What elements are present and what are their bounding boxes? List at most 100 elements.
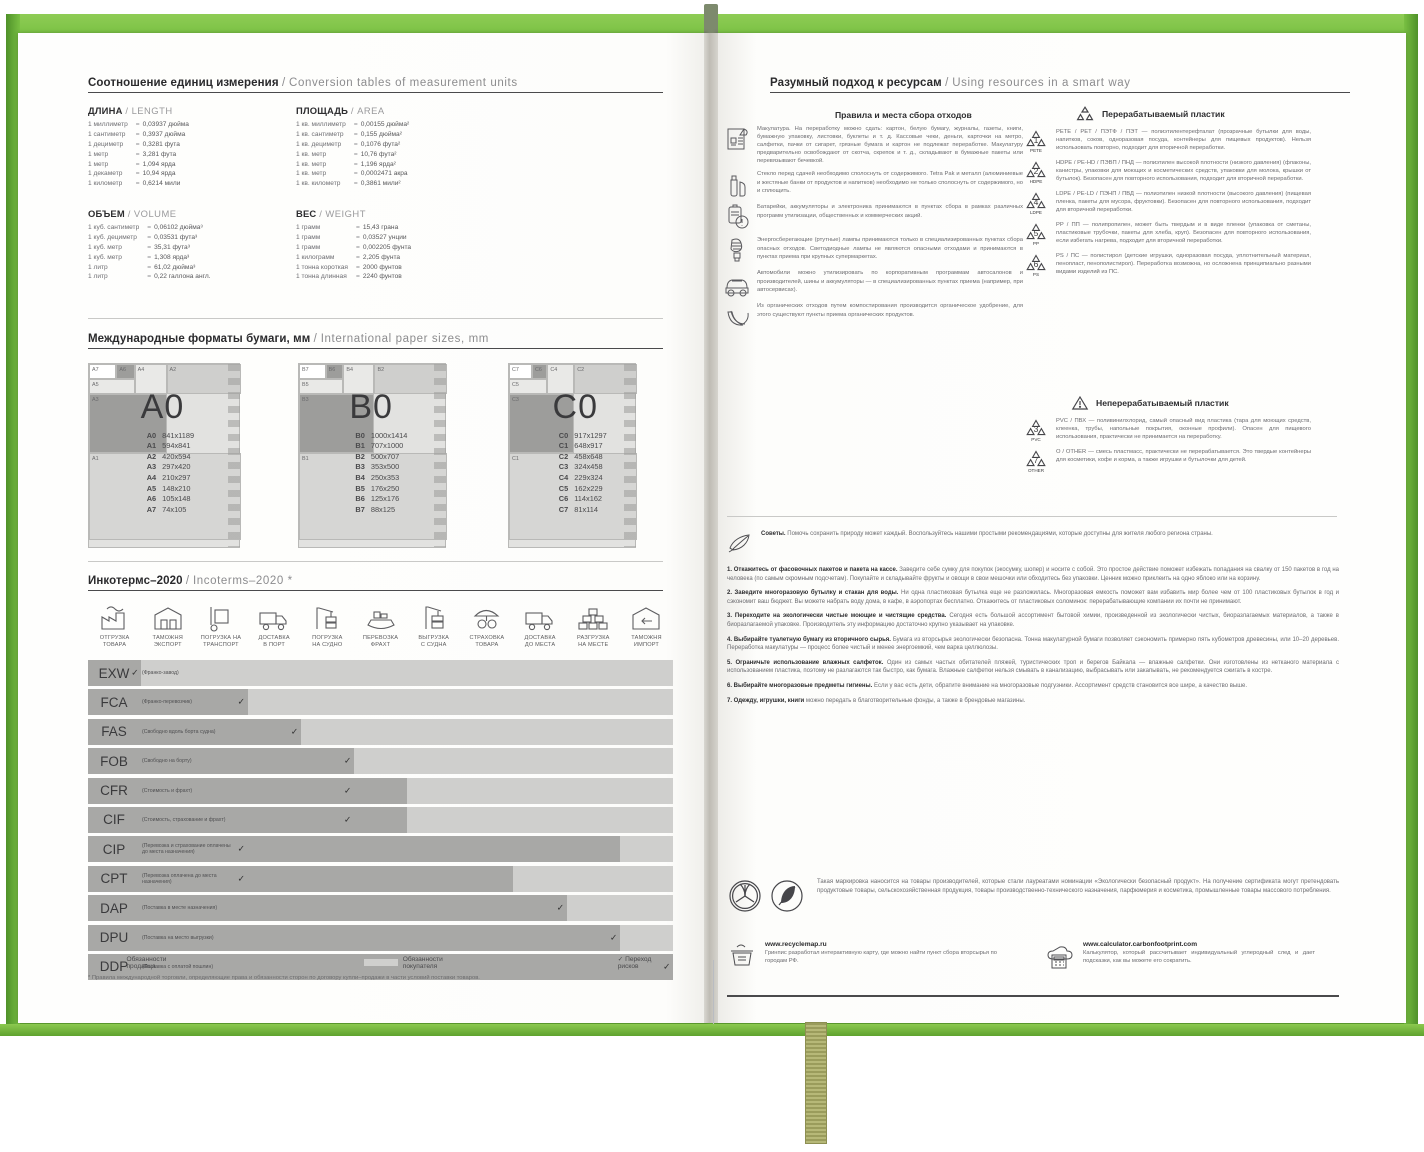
resource-link-block[interactable]: www.recyclemap.ru Гринпис разработал инте… [727,941,997,971]
paper-size-row: A5 148x210 [139,484,194,495]
incoterms-seller-bar [88,718,301,745]
incoterms-title-ru: Инкотермс–2020 [88,575,183,587]
incoterms-risk-tick: ✓ [609,932,618,943]
incoterms-stage-caption: ПЕРЕВОЗКА ФРАХТ [354,635,407,649]
paper-size-cell: C5 [509,378,548,394]
paper-size-value: 707x1000 [370,441,404,451]
recycle-triangle-icon: 3 PVC [1023,417,1049,443]
conversion-equals: = [147,273,152,281]
conversion-unit: 1 куб. дециметр [88,234,137,242]
left-page-title: Соотношение единиц измерения / Conversio… [88,77,663,93]
incoterms-buyer-bar [353,748,673,775]
paper-size-row: A6 105x148 [139,494,194,505]
paper-size-cell-label: C6 [535,367,542,373]
paper-size-row: B1 707x1000 [348,441,408,452]
incoterms-stage-line1: ВЫГРУЗКА [418,635,450,641]
tip-item: 6. Выбирайте многоразовые предметы гигие… [727,682,1339,691]
incoterms-stage-line1: ПЕРЕВОЗКА [362,635,399,641]
plastic-code-item: 5 PP PP / ПП — полипропилен, может быть тв… [1023,221,1311,247]
conversion-row: 1 литр = 0,22 галлона англ. [88,272,211,282]
paper-size-key: C7 [558,504,569,514]
paper-sizes-title: Международные форматы бумаги, мм / Inter… [88,333,663,349]
incoterms-code: CFR [100,783,128,799]
incoterms-stage-line2: В ПОРТ [263,642,286,648]
recyclable-plastics-list: 1 PETE PETE / PET / ПЭТФ / ПЭТ — полиэтиле… [1023,128,1311,283]
conversion-value: 10,76 фута² [360,150,397,158]
paper-size-key: A3 [146,462,157,472]
incoterms-stage: СТРАХОВКА ТОВАРА [460,603,513,649]
cover-left-edge [6,14,20,1034]
conversion-row: 1 кв. метр = 0,0002471 акра [296,169,409,179]
divider-right-1 [727,516,1337,517]
paper-size-row: A4 210x297 [139,473,194,484]
warning-triangle-icon [1071,395,1089,411]
conversion-row: 1 куб. сантиметр = 0,06102 дюйма³ [88,223,211,233]
calculator-cloud-icon [1045,941,1075,971]
bottles-icon [723,170,751,198]
paper-size-cell: B1 [299,452,447,540]
conversion-value: 0,06102 дюйма³ [154,224,203,232]
incoterms-stage-caption: ТАМОЖНЯ ИМПОРТ [620,635,673,649]
conversion-value: 0,3281 фута [142,140,180,148]
svg-text:1: 1 [1034,135,1039,145]
group-length: ДЛИНА / LENGTH 1 миллиметр = 0,03937 дюйма… [88,105,189,188]
conversion-row: 1 декаметр = 10,94 ярда [88,169,189,179]
incoterms-stage-caption: СТРАХОВКА ТОВАРА [460,635,513,649]
incoterms-row: FOB (Свободно на борту) ✓ [88,748,673,775]
conversion-value: 0,6214 мили [142,180,181,188]
incoterms-seller-bar [88,924,620,951]
incoterms-seller-bar [88,660,142,686]
resource-link-url[interactable]: www.recyclemap.ru [765,941,827,948]
plastic-code-text: LDPE / PE-LD / ПЭНП / ПВД — полиэтилен н… [1056,191,1311,214]
conversion-unit: 1 кв. метр [296,150,327,158]
lamp-icon [723,236,751,264]
plastic-code-text: PS / ПС — полистирол (детские игрушки, о… [1056,253,1311,276]
group-area-head: ПЛОЩАДЬ / AREA [296,105,409,116]
paper-size-value: 297x420 [162,462,191,472]
conversion-unit: 1 сантиметр [88,131,126,139]
incoterms-code: CIP [102,841,126,857]
left-title-ru: Соотношение единиц измерения [88,77,279,89]
legend-swatch-buyer [364,959,398,966]
incoterms-term-ru: (Перевозка и страхование оплачены до мес… [142,843,231,856]
paper-size-value: 88x125 [370,504,396,514]
paper-size-value: 324x458 [574,462,603,472]
group-weight-head: ВЕС / WEIGHT [296,208,411,219]
paper-size-cell: A5 [89,378,135,394]
incoterms-stage: ОТГРУЗКА ТОВАРА [88,603,141,649]
conversion-equals: = [147,224,152,232]
group-volume-name: ОБЪЕМ [88,208,125,219]
conversion-unit: 1 кв. километр [296,180,341,188]
incoterms-term-ru: (Свободно на борту) [142,758,192,765]
paper-size-row: B3 353x500 [348,462,408,473]
resource-link-url[interactable]: www.calculator.carbonfootprint.com [1083,941,1198,948]
incoterms-risk-tick: ✓ [290,726,299,737]
incoterms-code: DDP [99,959,129,975]
incoterms-code: CPT [100,871,128,887]
umbrella-insurance-icon [460,603,513,633]
incoterms-row: CFR (Стоимость и фрахт) ✓ [88,777,673,804]
table-area: 1 кв. миллиметр = 0,00155 дюйма² 1 кв. сант… [296,120,409,188]
waste-rule-text: Энергосберегающие (ртутные) лампы приним… [757,237,1023,260]
useful-links: www.recyclemap.ru Гринпис разработал инте… [727,941,1339,971]
waste-rule-item: Из органических отходов путем компостиро… [723,302,1023,330]
divider-1 [88,318,663,319]
conversion-unit: 1 тонна короткая [296,263,348,271]
conversion-row: 1 тонна длинная = 2240 фунтов [296,272,411,282]
divider-2 [88,561,663,562]
conversion-value: 0,03531 фута³ [154,234,198,242]
paper-size-cell-label: B6 [328,367,336,373]
conversion-value: 2240 фунтов [362,273,402,281]
conversion-unit: 1 грамм [296,234,321,242]
conversion-row: 1 грамм = 0,002205 фунта [296,243,411,253]
resource-link-block[interactable]: www.calculator.carbonfootprint.com Кальку… [1045,941,1315,971]
group-length-name: ДЛИНА [88,105,123,116]
paper-size-cell-label: A7 [92,367,99,373]
conversion-equals: = [356,273,360,281]
conversion-row: 1 куб. метр = 35,31 фута³ [88,243,211,253]
incoterms-seller-bar [88,865,514,892]
conversion-row: 1 километр = 0,6214 мили [88,179,189,189]
paper-size-cell: A3 [89,393,167,453]
svg-text:HDPE: HDPE [1030,179,1043,184]
paper-size-value: 353x500 [370,462,400,472]
